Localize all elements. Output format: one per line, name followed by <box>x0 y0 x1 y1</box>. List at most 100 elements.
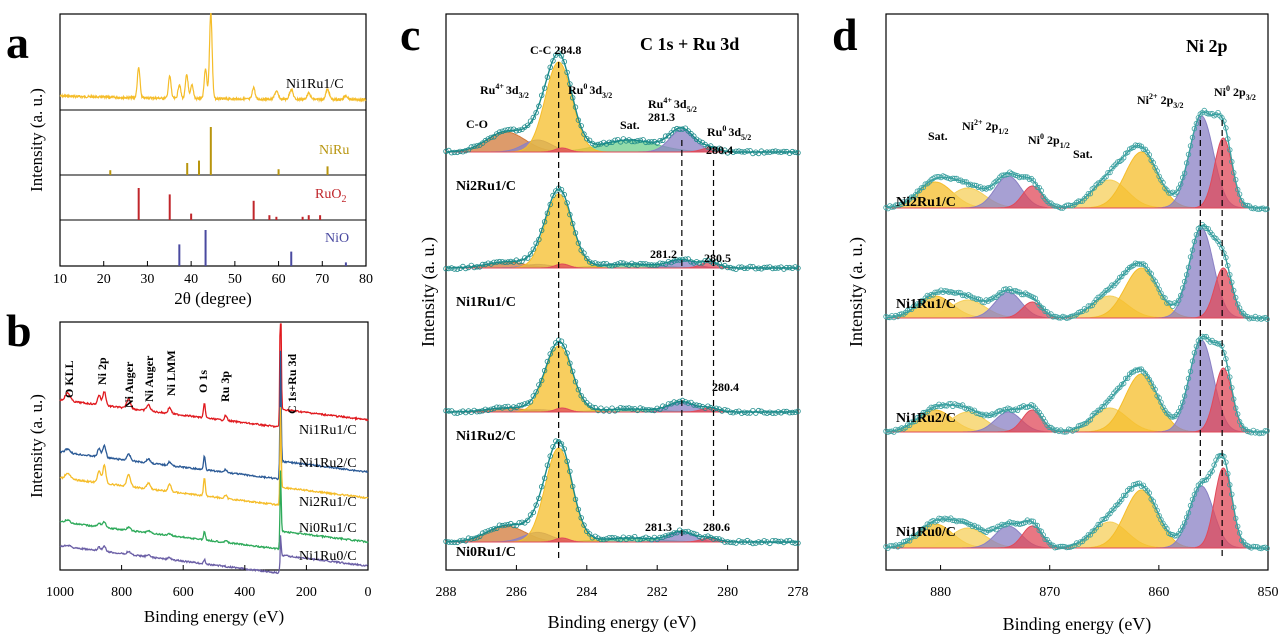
data-point <box>674 257 680 263</box>
data-point <box>525 122 531 128</box>
data-point <box>496 404 503 410</box>
data-point <box>634 536 641 543</box>
data-point <box>564 458 570 464</box>
data-point <box>747 263 753 270</box>
data-point <box>784 148 790 155</box>
data-point <box>561 59 567 65</box>
data-point <box>724 539 731 545</box>
data-point <box>651 138 658 145</box>
data-point <box>494 259 500 265</box>
data-point <box>609 263 615 269</box>
data-point <box>477 408 483 415</box>
data-point <box>570 95 576 101</box>
c-trace-label-3: Ni0Ru1/C <box>456 545 516 560</box>
ann-ni0-2p12: Ni0 2p1/2 <box>1028 132 1070 150</box>
data-point <box>1191 238 1198 245</box>
data-point <box>522 401 528 407</box>
data-point <box>1122 492 1129 498</box>
data-point <box>496 129 503 135</box>
data-point <box>544 210 551 216</box>
data-point <box>1095 521 1101 528</box>
data-point <box>640 406 646 412</box>
panel-b-ylabel: Intensity (a. u.) <box>27 394 46 498</box>
data-point <box>508 406 514 412</box>
data-point <box>544 462 551 468</box>
data-point <box>696 402 703 409</box>
survey-legend-3: Ni0Ru1/C <box>299 521 357 536</box>
data-point <box>1183 272 1190 278</box>
data-point <box>662 533 669 539</box>
data-point <box>1227 147 1233 153</box>
peak-label-ni-auger-2: Ni Auger <box>142 355 156 402</box>
data-point <box>969 182 976 188</box>
fit-component <box>446 193 798 269</box>
peak-label-o1s: O 1s <box>196 370 210 393</box>
panel-c-ylabel: Intensity (a. u.) <box>418 237 439 347</box>
ann-ru0-3d52: Ru0 3d5/2 <box>707 124 751 142</box>
data-point <box>702 258 708 264</box>
data-point <box>1120 492 1127 499</box>
data-point <box>1225 262 1231 269</box>
data-point <box>547 201 553 208</box>
data-point <box>640 535 646 542</box>
data-point <box>713 146 719 152</box>
data-point <box>499 522 505 529</box>
data-point <box>609 534 615 541</box>
data-point <box>646 407 652 413</box>
data-point <box>682 125 689 131</box>
data-point <box>1134 261 1141 267</box>
data-point <box>519 258 525 264</box>
data-point <box>795 265 801 271</box>
data-point <box>699 403 705 410</box>
data-point <box>1187 254 1194 260</box>
data-point <box>589 140 596 147</box>
data-point <box>510 404 517 410</box>
data-point <box>775 149 781 155</box>
ann-ni2-2p12: Ni2+ 2p1/2 <box>962 118 1008 136</box>
data-point <box>482 406 489 412</box>
data-point <box>443 538 449 545</box>
data-point <box>491 259 497 265</box>
data-point <box>581 396 587 403</box>
data-point <box>767 149 773 155</box>
data-point <box>634 138 641 144</box>
data-point <box>682 399 689 405</box>
data-point <box>550 444 556 450</box>
data-point <box>536 103 542 109</box>
survey-trace-ni2ru1 <box>59 407 369 506</box>
data-point <box>1177 404 1184 411</box>
data-point <box>612 535 618 541</box>
data-point <box>679 529 686 535</box>
data-point <box>665 133 672 139</box>
data-point <box>575 240 582 246</box>
data-point <box>781 148 787 155</box>
data-point <box>770 148 776 155</box>
data-point <box>617 405 624 411</box>
data-point <box>688 530 694 536</box>
data-point <box>539 377 545 384</box>
data-point <box>530 393 536 399</box>
data-point <box>679 397 686 404</box>
data-point <box>722 407 728 413</box>
data-point <box>465 147 472 153</box>
legend-nio: NiO <box>325 231 349 246</box>
legend-niru: NiRu <box>319 143 349 158</box>
data-point <box>1022 404 1029 410</box>
data-point <box>620 260 627 266</box>
data-point <box>1223 356 1229 362</box>
data-point <box>1240 426 1247 432</box>
data-point <box>1181 170 1188 176</box>
data-point <box>1140 146 1147 152</box>
data-point <box>1038 187 1044 194</box>
data-point <box>479 530 486 536</box>
data-point <box>479 408 486 414</box>
panel-d-xlabel: Binding energy (eV) <box>1003 614 1152 635</box>
data-point <box>761 410 767 416</box>
data-point <box>468 536 474 542</box>
data-point <box>665 532 672 538</box>
data-point <box>536 236 542 243</box>
peak-label-ni2p: Ni 2p <box>95 357 109 385</box>
data-point <box>539 484 545 490</box>
data-point <box>468 144 474 150</box>
data-point <box>584 135 590 142</box>
